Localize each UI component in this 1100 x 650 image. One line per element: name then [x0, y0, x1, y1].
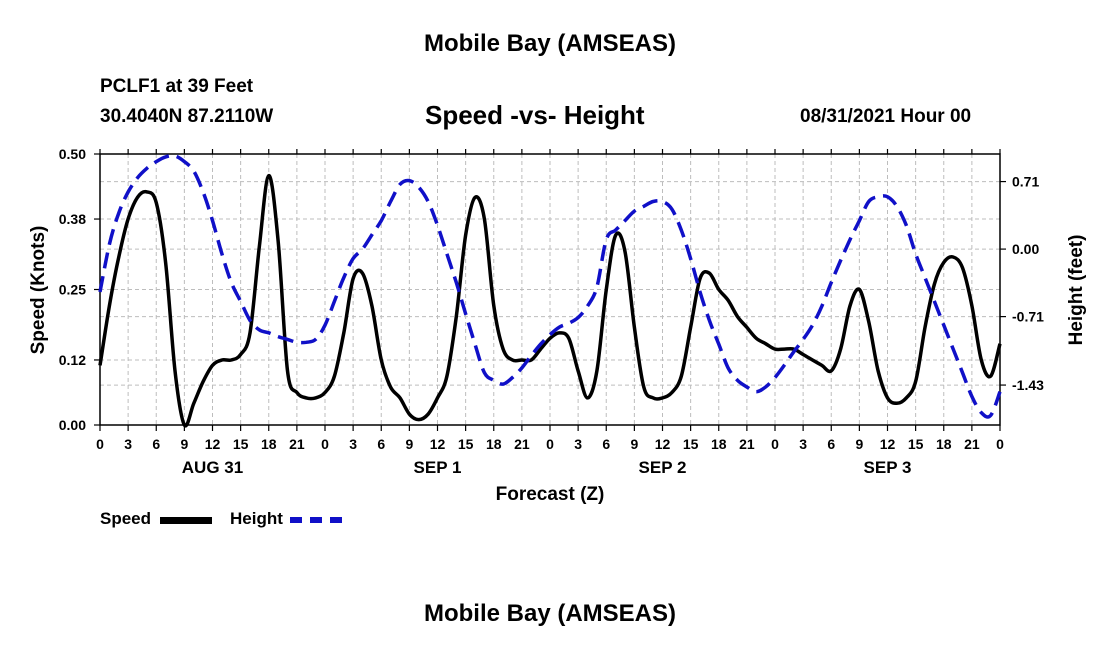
- x-tick-label: 9: [405, 436, 413, 452]
- x-tick-label: 21: [289, 436, 305, 452]
- speed-series-line: [98, 173, 1002, 428]
- x-tick-label: 12: [655, 436, 671, 452]
- y-right-tick-label: -0.71: [1012, 309, 1044, 325]
- x-tick-label: 21: [514, 436, 530, 452]
- x-tick-label: 6: [152, 436, 160, 452]
- x-tick-label: 6: [377, 436, 385, 452]
- y-left-tick-label: 0.50: [59, 146, 86, 162]
- x-tick-label: 12: [880, 436, 896, 452]
- x-tick-label: 15: [458, 436, 474, 452]
- height-series-line: [98, 153, 1002, 419]
- series: [98, 153, 1002, 428]
- footer-title: Mobile Bay (AMSEAS): [423, 600, 677, 627]
- y-axis-right-title: Height (feet): [1066, 235, 1087, 346]
- x-tick-label: 12: [430, 436, 446, 452]
- x-tick-label: 15: [908, 436, 924, 452]
- y-right-tick-label: -1.43: [1012, 377, 1044, 393]
- x-tick-label: 21: [739, 436, 755, 452]
- x-tick-label: 3: [574, 436, 582, 452]
- day-label: SEP 2: [639, 458, 687, 477]
- x-tick-label: 0: [546, 436, 554, 452]
- x-tick-label: 18: [711, 436, 727, 452]
- x-tick-label: 3: [349, 436, 357, 452]
- y-right-tick-label: 0.71: [1012, 174, 1039, 190]
- x-tick-label: 0: [996, 436, 1004, 452]
- x-tick-label: 6: [602, 436, 610, 452]
- axis-ticks: 0 3 6 9 12 15 18 21 0 3 6 9 12 15 18 21 0 3 6 9 12 15 18 21 0 3 6 9…: [59, 146, 1044, 477]
- x-tick-label: 6: [827, 436, 835, 452]
- x-tick-label: 21: [964, 436, 980, 452]
- x-tick-label: 9: [630, 436, 638, 452]
- day-label: AUG 31: [182, 458, 243, 477]
- grid: [100, 154, 1000, 425]
- x-axis-title: Forecast (Z): [496, 484, 605, 505]
- x-tick-label: 3: [124, 436, 132, 452]
- x-tick-label: 0: [96, 436, 104, 452]
- station-label: PCLF1 at 39 Feet: [100, 76, 254, 97]
- coords-label: 30.4040N 87.2110W: [100, 106, 274, 127]
- y-axis-left-title: Speed (Knots): [28, 226, 49, 355]
- x-tick-label: 18: [261, 436, 277, 452]
- y-left-tick-label: 0.00: [59, 417, 86, 433]
- legend-speed-swatch: [160, 517, 212, 524]
- y-left-tick-label: 0.12: [59, 352, 86, 368]
- chart-subtitle: Speed -vs- Height: [425, 100, 645, 130]
- y-right-tick-label: 0.00: [1012, 241, 1039, 257]
- legend-height-label: Height: [230, 509, 283, 528]
- x-tick-label: 15: [683, 436, 699, 452]
- x-tick-label: 0: [321, 436, 329, 452]
- chart-title: Mobile Bay (AMSEAS): [423, 30, 677, 57]
- legend-speed-label: Speed: [100, 509, 152, 528]
- x-tick-label: 9: [180, 436, 188, 452]
- x-tick-label: 9: [855, 436, 863, 452]
- legend-height-swatch: [290, 517, 342, 523]
- date-stamp: 08/31/2021 Hour 00: [800, 106, 972, 127]
- x-tick-label: 18: [936, 436, 952, 452]
- x-tick-label: 3: [799, 436, 807, 452]
- day-label: SEP 1: [414, 458, 462, 477]
- y-left-tick-label: 0.25: [59, 282, 86, 298]
- x-tick-label: 12: [205, 436, 221, 452]
- x-tick-label: 18: [486, 436, 502, 452]
- x-tick-label: 0: [771, 436, 779, 452]
- y-left-tick-label: 0.38: [59, 211, 86, 227]
- x-tick-label: 15: [233, 436, 249, 452]
- day-label: SEP 3: [864, 458, 912, 477]
